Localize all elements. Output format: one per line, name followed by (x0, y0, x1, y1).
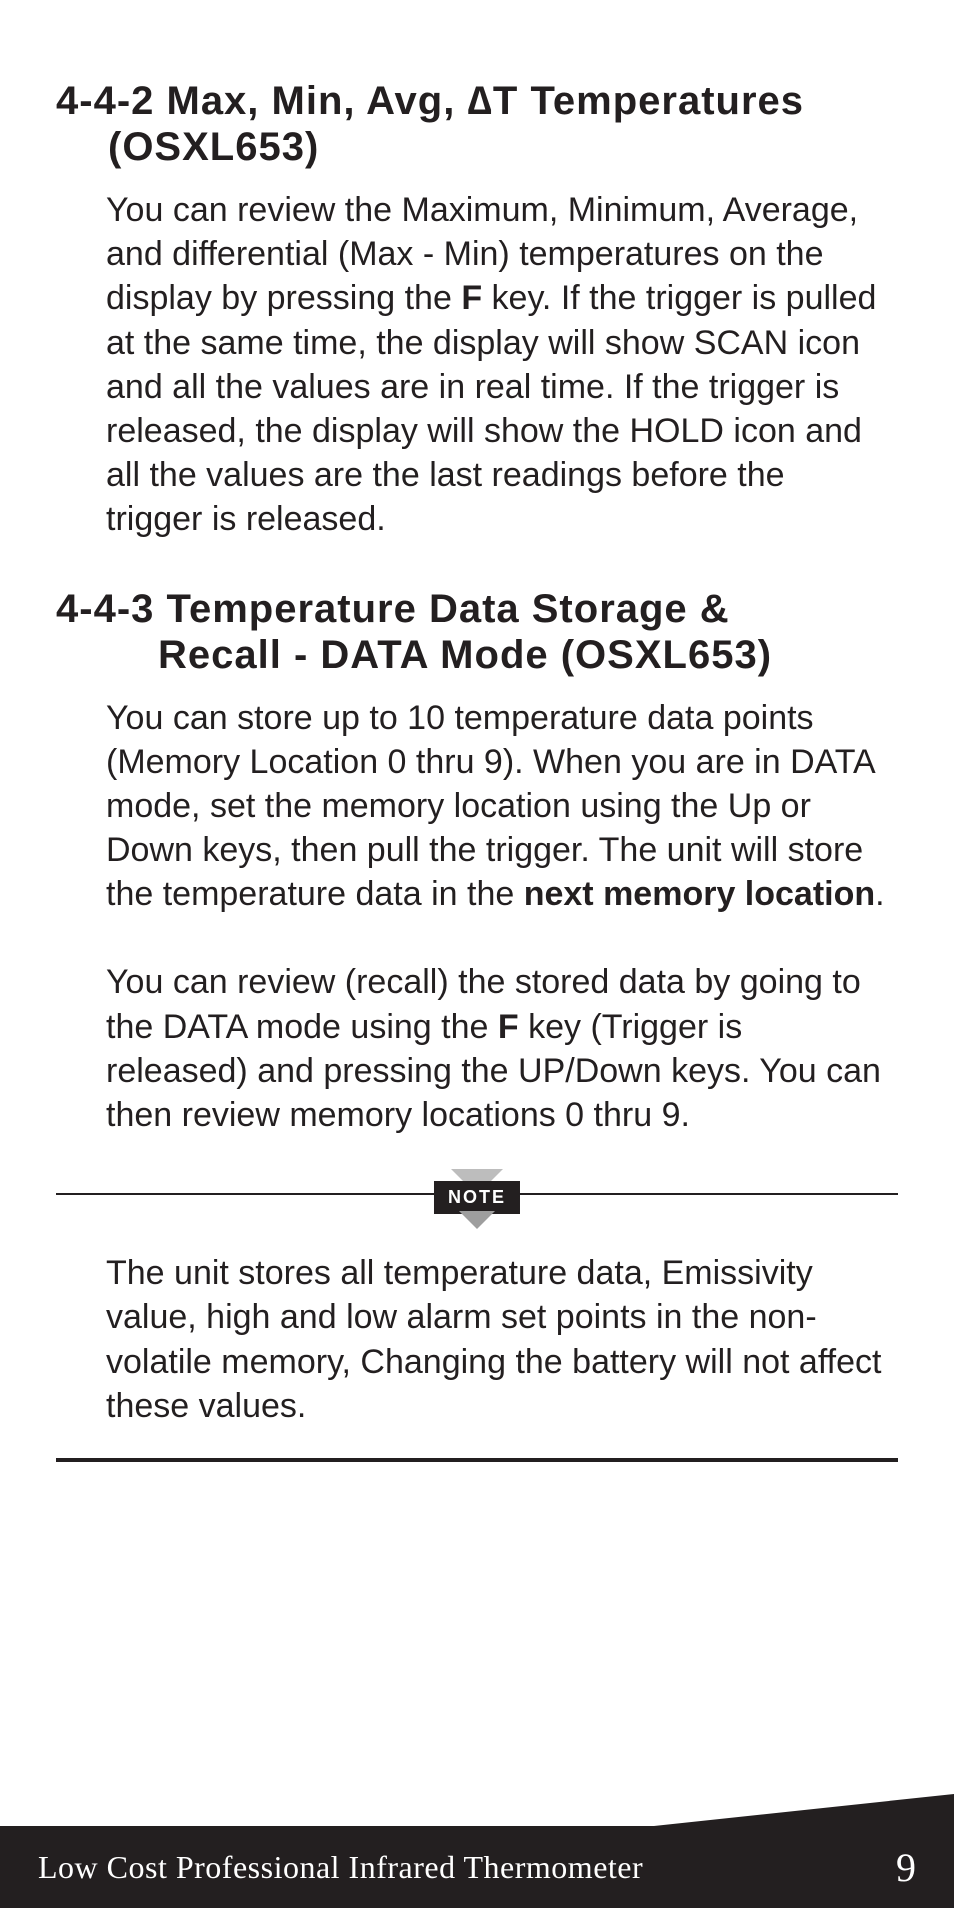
p443b-bold: F (498, 1008, 519, 1046)
p443a-bold: next memory location (524, 875, 875, 913)
note-top-rule: NOTE (56, 1181, 898, 1207)
footer-title-text: Low Cost Professional Infrared Thermomet… (38, 1849, 896, 1886)
heading-442-line2: (OSXL653) (56, 124, 898, 170)
heading-443-line1: 4-4-3 Temperature Data Storage & (56, 587, 730, 631)
footer-page-number: 9 (896, 1844, 916, 1891)
page-root: 4-4-2 Max, Min, Avg, ∆T Temperatures (OS… (0, 0, 954, 1908)
note-block: NOTE The unit stores all temperature dat… (56, 1181, 898, 1462)
section-443-paragraph-2: You can review (recall) the stored data … (56, 960, 898, 1137)
page-footer: Low Cost Professional Infrared Thermomet… (0, 1826, 954, 1908)
section-442-paragraph: You can review the Maximum, Minimum, Ave… (56, 188, 898, 542)
section-443-heading: 4-4-3 Temperature Data Storage & Recall … (56, 586, 898, 678)
section-443-paragraph-1: You can store up to 10 temperature data … (56, 696, 898, 917)
footer-angled-tab (654, 1794, 954, 1826)
note-label-badge: NOTE (434, 1181, 520, 1214)
content-area: 4-4-2 Max, Min, Avg, ∆T Temperatures (OS… (0, 0, 954, 1462)
p442-text-after: key. If the trigger is pulled at the sam… (106, 279, 876, 538)
p443b-text-before: You can review (recall) the stored data … (106, 963, 861, 1045)
section-442-heading: 4-4-2 Max, Min, Avg, ∆T Temperatures (OS… (56, 78, 898, 170)
note-bottom-rule (56, 1458, 898, 1462)
note-triangle-below-icon (459, 1211, 495, 1229)
p443a-text-after: . (875, 875, 884, 913)
note-text: The unit stores all temperature data, Em… (56, 1207, 898, 1458)
heading-443-line2: Recall - DATA Mode (OSXL653) (56, 632, 898, 678)
p442-bold-f: F (461, 279, 482, 317)
heading-442-line1: 4-4-2 Max, Min, Avg, ∆T Temperatures (56, 79, 804, 123)
